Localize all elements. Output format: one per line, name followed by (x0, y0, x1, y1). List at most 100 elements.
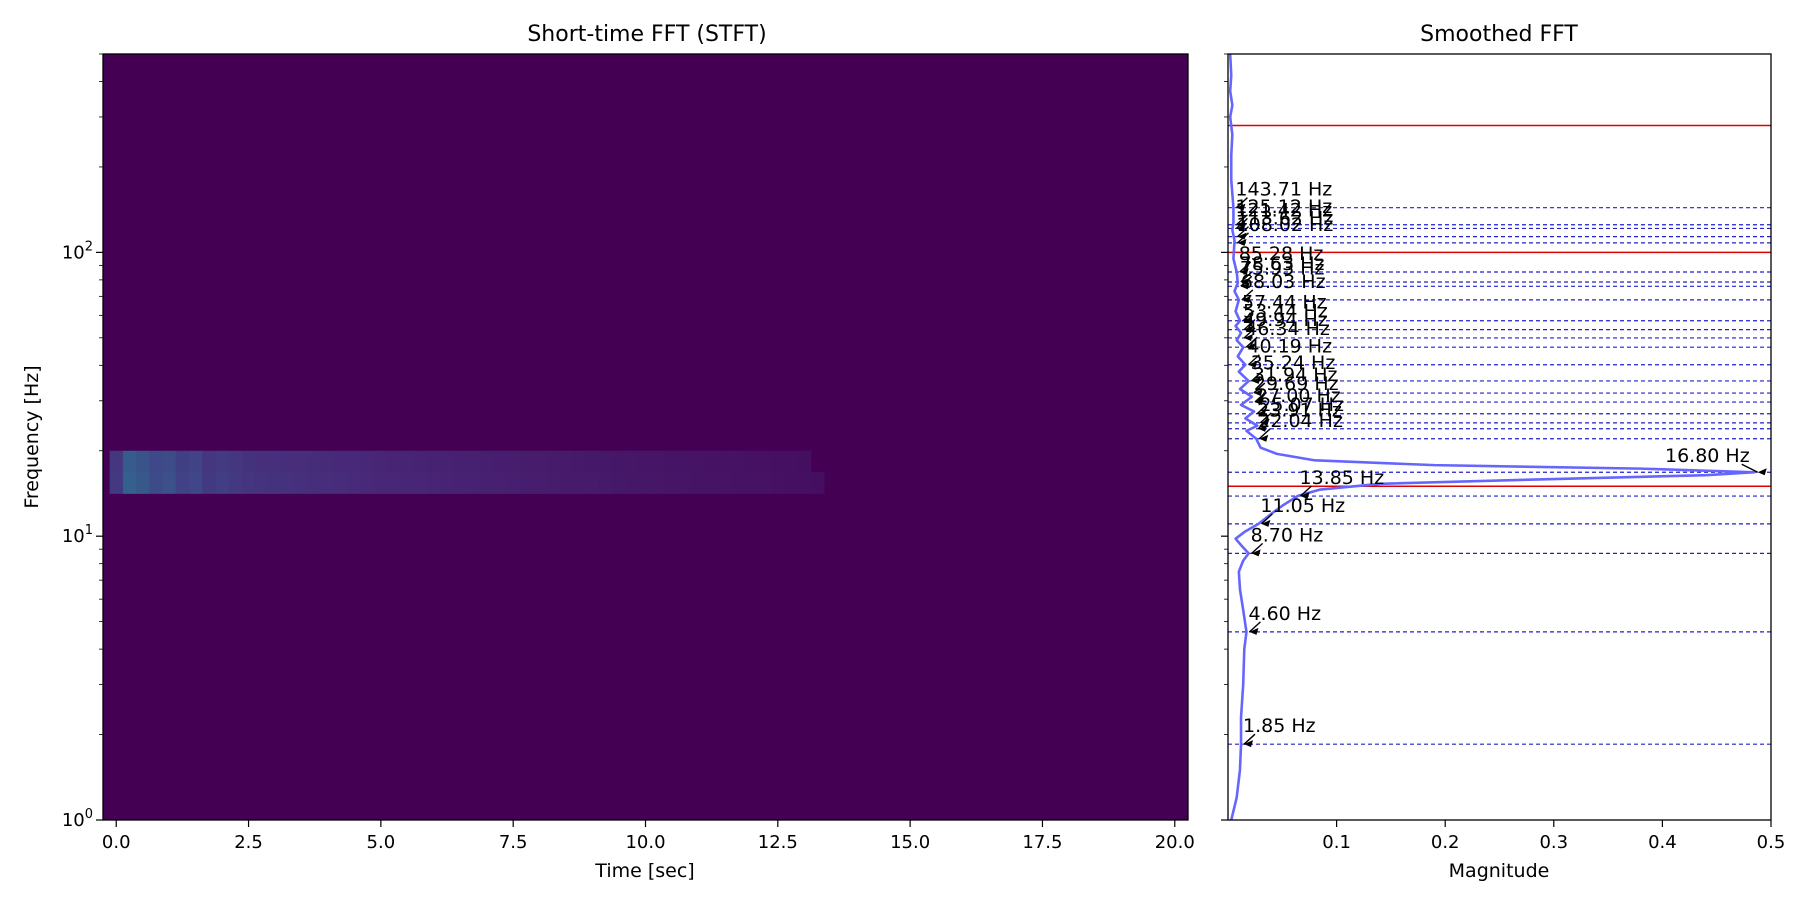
heatmap-cell (109, 450, 124, 473)
heatmap-cell (281, 472, 296, 494)
stft-x-tick-label: 20.0 (1155, 832, 1195, 853)
stft-x-tick-label: 2.5 (234, 832, 263, 853)
peak-arrowhead (1239, 268, 1249, 276)
peak-arrow (1259, 412, 1272, 424)
heatmap-cell (506, 450, 521, 473)
heatmap-cell (308, 450, 322, 473)
peak-label: 53.44 Hz (1243, 301, 1328, 323)
heatmap-cell (136, 472, 150, 494)
heatmap-cell (625, 450, 640, 473)
peak-arrow (1245, 336, 1258, 348)
heatmap-cell (387, 472, 402, 494)
peak-label: 1.85 Hz (1243, 715, 1316, 737)
peak-arrowhead (1237, 232, 1247, 240)
heatmap-cell (731, 472, 746, 494)
stft-title: Short-time FFT (STFT) (527, 22, 766, 47)
heatmap-cell (175, 472, 190, 494)
heatmap-cell (546, 472, 560, 494)
heatmap-cell (705, 472, 719, 494)
heatmap-cell (705, 450, 719, 473)
peak-arrow (1235, 197, 1248, 209)
peak-arrow (1300, 485, 1312, 497)
peak-arrow (1247, 354, 1260, 366)
heatmap-cell (519, 472, 534, 494)
peak-label: 68.03 Hz (1241, 271, 1326, 293)
peak-arrowhead (1251, 549, 1261, 557)
peak-label: 121.42 Hz (1235, 199, 1332, 221)
peak-label: 75.93 Hz (1240, 257, 1325, 279)
peak-label: 125.12 Hz (1235, 196, 1332, 218)
peak-label: 113.62 Hz (1237, 208, 1334, 230)
heatmap-background (103, 54, 1188, 820)
heatmap-cell (321, 472, 335, 494)
stft-x-axis-label: Time [sec] (594, 860, 694, 882)
heatmap-cell (466, 450, 481, 473)
heatmap-cell (189, 450, 203, 473)
fft-reference-lines (1228, 124, 1771, 745)
heatmap-cell (665, 450, 679, 473)
heatmap-cell (559, 472, 574, 494)
stft-y-axis-label: Frequency [Hz] (21, 365, 43, 508)
peak-label: 78.63 Hz (1240, 253, 1325, 275)
peak-label: 16.80 Hz (1665, 445, 1750, 467)
heatmap-cell (744, 450, 759, 473)
peak-arrowhead (1258, 424, 1268, 432)
heatmap-cell (519, 450, 534, 473)
heatmap-cell (533, 450, 547, 473)
heatmap-cell (202, 472, 216, 494)
heatmap-cell (241, 450, 256, 473)
peak-arrowhead (1300, 492, 1310, 500)
heatmap-cell (784, 450, 799, 473)
heatmap-cell (599, 450, 613, 473)
stft-x-axis: 0.0 2.5 5.0 7.5 10.0 12.5 15.0 17.5 20.0 (102, 820, 1195, 853)
peak-label: 27.00 Hz (1256, 385, 1341, 407)
peak-arrowhead (1260, 418, 1270, 426)
peak-arrow (1260, 513, 1273, 525)
peak-arrowhead (1249, 627, 1259, 635)
stft-heatmap (103, 54, 1188, 820)
heatmap-cell (122, 472, 137, 494)
heatmap-cell (678, 472, 693, 494)
heatmap-cell (189, 472, 203, 494)
heatmap-cell (572, 472, 587, 494)
peak-arrow (1251, 542, 1264, 554)
heatmap-cell (784, 472, 799, 494)
heatmap-cell (506, 472, 521, 494)
peak-arrow (1241, 289, 1254, 301)
heatmap-cell (731, 450, 746, 473)
heatmap-cell (612, 450, 627, 473)
stft-panel: Short-time FFT (STFT) 0.0 2.5 5.0 7.5 10.0 12… (21, 22, 1195, 882)
heatmap-cell (162, 472, 177, 494)
peak-arrow (1256, 403, 1269, 415)
peak-label: 108.02 Hz (1237, 214, 1334, 236)
peak-arrow (1258, 428, 1271, 440)
heatmap-cell (268, 472, 283, 494)
heatmap-cell (678, 450, 693, 473)
heatmap-cell (149, 472, 163, 494)
heatmap-cell (294, 450, 309, 473)
peak-label: 8.70 Hz (1251, 524, 1324, 546)
heatmap-cell (202, 450, 216, 473)
heatmap-cell (215, 450, 230, 473)
fft-curve (1228, 54, 1757, 820)
heatmap-cell (612, 472, 627, 494)
heatmap-cell (427, 450, 441, 473)
heatmap-cell (268, 450, 283, 473)
peak-arrowhead (1253, 389, 1263, 397)
fft-x-tick-label: 0.4 (1648, 832, 1677, 853)
peak-label: 4.60 Hz (1248, 603, 1321, 625)
heatmap-cell (453, 450, 468, 473)
peak-label: 22.04 Hz (1258, 410, 1343, 432)
stft-x-tick-label: 7.5 (499, 832, 528, 853)
heatmap-cell (374, 450, 388, 473)
heatmap-cell (400, 472, 415, 494)
heatmap-cell (361, 450, 375, 473)
heatmap-cell (374, 472, 388, 494)
heatmap-cell (281, 450, 296, 473)
fft-panel: Smoothed FFT 1.85 Hz 4.60 Hz 8.70 Hz 11.05 … (1221, 22, 1785, 882)
heatmap-cell (652, 450, 666, 473)
heatmap-cell (585, 472, 600, 494)
peak-arrowhead (1241, 295, 1251, 303)
heatmap-cell (771, 450, 785, 473)
